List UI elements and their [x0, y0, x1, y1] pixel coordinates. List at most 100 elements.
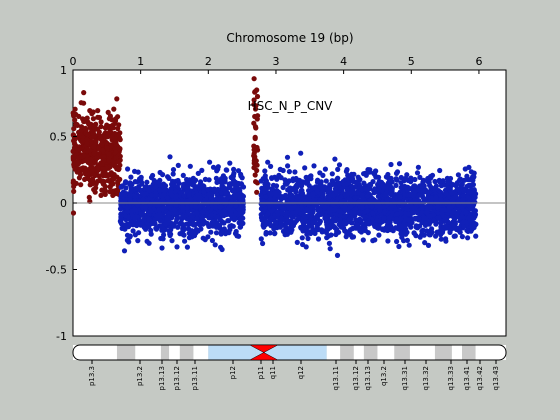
data-point — [433, 233, 439, 239]
data-point — [285, 199, 291, 205]
data-point — [313, 216, 319, 222]
ideogram-band — [193, 345, 209, 360]
data-point — [102, 170, 108, 177]
data-point — [469, 226, 475, 232]
data-point — [398, 223, 404, 230]
data-point — [89, 168, 95, 174]
data-point — [322, 166, 328, 172]
data-point — [251, 76, 257, 82]
ideogram-outline — [72, 344, 507, 361]
data-point — [334, 189, 340, 195]
data-point — [411, 205, 418, 211]
data-point — [332, 156, 338, 162]
data-point — [180, 184, 186, 190]
data-point — [223, 211, 229, 217]
data-point — [136, 230, 142, 236]
data-point — [182, 238, 188, 244]
ideogram-band — [434, 345, 452, 360]
data-point — [104, 122, 110, 128]
data-point — [301, 213, 307, 219]
data-point — [169, 238, 175, 244]
data-point — [324, 226, 330, 232]
data-point — [420, 177, 427, 183]
data-point — [361, 180, 367, 186]
y-tick-label: 1 — [60, 64, 67, 77]
data-point — [185, 221, 191, 227]
data-point — [149, 192, 155, 198]
data-point — [387, 178, 393, 184]
data-point — [263, 231, 269, 237]
data-point — [346, 180, 352, 186]
data-point — [345, 190, 351, 196]
data-point — [372, 237, 378, 243]
data-point — [133, 213, 139, 220]
data-point — [224, 167, 230, 173]
data-point — [438, 236, 444, 242]
data-point — [190, 179, 197, 186]
data-point — [124, 204, 130, 211]
data-point — [186, 235, 192, 241]
x-tick-label: 4 — [340, 55, 347, 68]
data-point — [88, 156, 94, 162]
data-point — [335, 175, 341, 181]
data-point — [209, 237, 215, 244]
data-point — [450, 182, 456, 188]
data-point — [90, 130, 97, 137]
data-point — [463, 210, 469, 216]
data-point — [277, 224, 283, 230]
data-point — [91, 151, 97, 157]
data-point — [71, 183, 77, 190]
data-point — [332, 207, 338, 213]
data-point — [362, 170, 368, 176]
ideogram-band — [353, 345, 364, 360]
data-point — [146, 240, 152, 246]
data-point — [99, 137, 105, 143]
data-point — [282, 192, 289, 198]
data-point — [335, 166, 341, 172]
data-point — [129, 212, 135, 218]
data-point — [123, 185, 129, 191]
data-point — [208, 229, 214, 235]
data-point — [345, 230, 351, 236]
data-point — [338, 194, 344, 200]
data-point — [87, 108, 93, 114]
ideogram-band — [73, 345, 117, 360]
data-point — [427, 213, 433, 219]
x-tick-label: 6 — [475, 55, 482, 68]
data-point — [317, 170, 323, 176]
data-point — [365, 167, 371, 173]
data-point — [411, 230, 417, 236]
data-point — [380, 226, 386, 232]
data-point — [200, 214, 206, 220]
data-point — [319, 185, 326, 191]
data-point — [376, 174, 382, 180]
data-point — [211, 218, 217, 224]
data-point — [153, 184, 159, 190]
data-point — [442, 217, 448, 223]
data-point — [337, 212, 343, 218]
data-point — [398, 210, 404, 216]
data-point — [466, 188, 472, 194]
data-point — [329, 171, 335, 177]
data-point — [431, 218, 437, 224]
data-point — [168, 189, 174, 195]
data-point — [95, 108, 101, 114]
data-point — [208, 212, 214, 218]
data-point — [238, 195, 244, 201]
data-point — [110, 192, 116, 198]
data-point — [128, 199, 134, 205]
data-point — [148, 174, 155, 181]
data-point — [215, 186, 221, 193]
data-point — [343, 213, 349, 219]
data-point — [356, 199, 362, 205]
data-point — [466, 164, 472, 170]
data-point — [263, 178, 269, 184]
data-point — [106, 157, 112, 164]
data-point — [383, 174, 389, 180]
data-point — [275, 211, 281, 217]
band-label: q13.33 — [447, 366, 455, 390]
data-point — [269, 186, 275, 192]
data-point — [394, 216, 400, 222]
data-point — [351, 210, 357, 216]
data-point — [80, 138, 86, 144]
